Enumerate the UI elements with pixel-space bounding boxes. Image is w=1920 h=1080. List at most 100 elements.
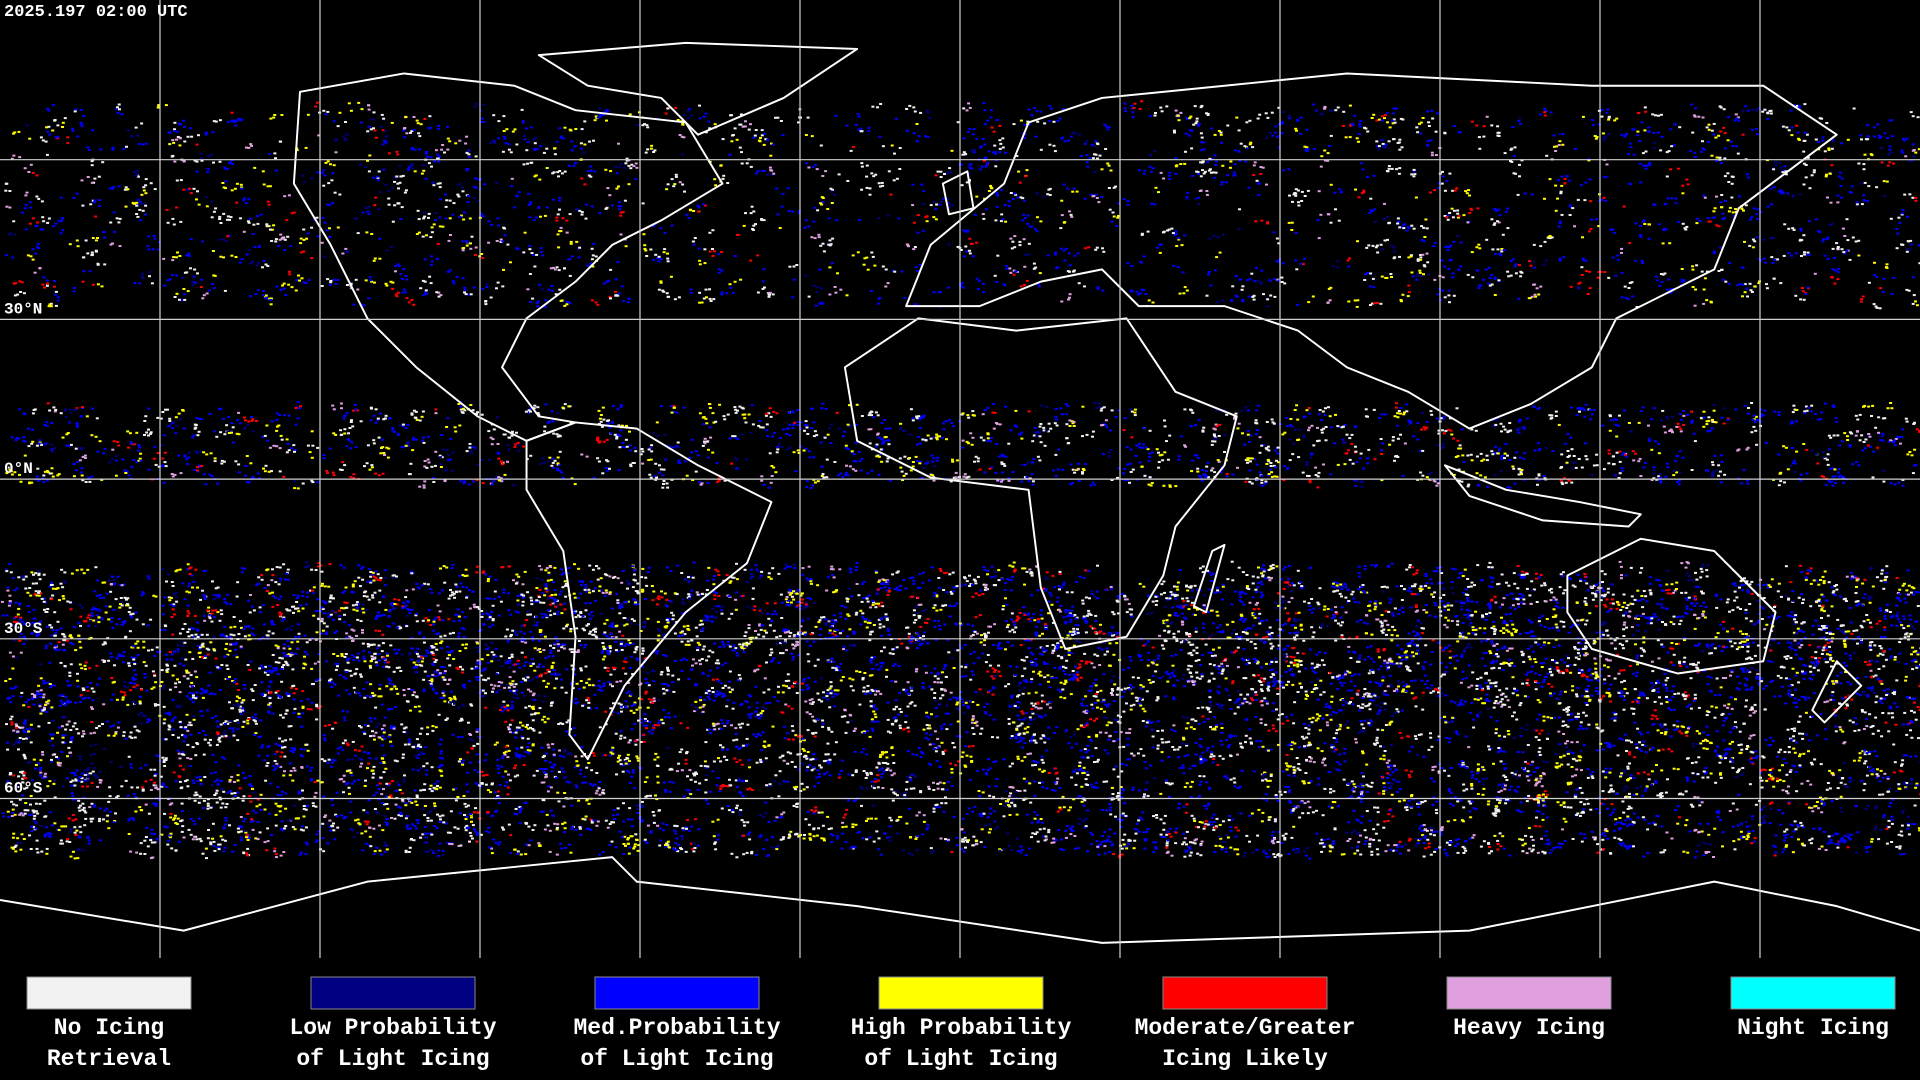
icing-pixel	[1530, 295, 1534, 298]
icing-pixel	[497, 120, 501, 123]
icing-pixel	[1108, 208, 1112, 211]
icing-pixel	[1012, 269, 1016, 272]
icing-pixel	[1413, 173, 1417, 176]
icing-pixel	[1836, 270, 1840, 273]
icing-pixel	[984, 165, 988, 168]
icing-pixel	[163, 461, 167, 464]
icing-pixel	[1032, 458, 1036, 460]
icing-pixel	[761, 287, 765, 290]
icing-pixel	[791, 426, 795, 429]
icing-pixel	[1701, 140, 1704, 143]
icing-pixel	[446, 137, 450, 140]
icing-pixel	[1225, 181, 1229, 184]
icing-pixel	[11, 256, 15, 259]
icing-pixel	[1027, 410, 1031, 413]
icing-pixel	[484, 303, 488, 306]
icing-pixel	[580, 213, 584, 216]
icing-pixel	[860, 130, 864, 133]
icing-pixel	[223, 289, 227, 292]
icing-pixel	[1319, 112, 1323, 115]
icing-pixel	[1723, 157, 1727, 160]
icing-pixel	[1066, 270, 1070, 273]
icing-pixel	[41, 139, 45, 142]
icing-pixel	[1400, 146, 1404, 149]
icing-pixel	[922, 203, 925, 205]
icing-pixel	[1575, 414, 1579, 417]
icing-pixel	[775, 451, 779, 454]
icing-pixel	[1741, 266, 1745, 269]
icing-pixel	[1647, 126, 1651, 129]
icing-pixel	[605, 206, 609, 209]
icing-pixel	[1628, 242, 1632, 245]
icing-pixel	[218, 119, 222, 122]
icing-pixel	[763, 170, 766, 172]
icing-pixel	[1354, 485, 1358, 487]
icing-pixel	[1497, 135, 1501, 137]
icing-pixel	[139, 202, 143, 205]
icing-pixel	[1823, 150, 1827, 153]
icing-pixel	[1836, 246, 1840, 248]
icing-pixel	[287, 283, 291, 286]
icing-pixel	[960, 282, 964, 285]
icing-pixel	[457, 195, 461, 198]
icing-pixel	[1328, 144, 1332, 147]
icing-pixel	[1836, 201, 1840, 204]
icing-pixel	[558, 288, 562, 291]
icing-pixel	[1038, 425, 1042, 428]
icing-pixel	[1600, 198, 1604, 201]
icing-pixel	[54, 290, 58, 293]
icing-pixel	[296, 487, 300, 490]
icing-pixel	[698, 259, 702, 262]
icing-pixel	[1232, 174, 1236, 177]
icing-pixel	[143, 213, 147, 216]
icing-pixel	[136, 169, 140, 172]
icing-pixel	[299, 237, 303, 240]
icing-pixel	[1695, 222, 1699, 225]
icing-pixel	[205, 453, 209, 456]
icing-pixel	[1123, 479, 1127, 481]
icing-pixel	[1221, 164, 1225, 167]
icing-pixel	[956, 121, 960, 124]
icing-pixel	[1748, 218, 1752, 221]
icing-pixel	[1837, 175, 1841, 178]
icing-pixel	[1597, 123, 1601, 126]
icing-pixel	[219, 255, 223, 258]
icing-pixel	[1826, 453, 1830, 456]
icing-pixel	[1667, 150, 1671, 153]
icing-pixel	[1067, 298, 1070, 301]
icing-pixel	[1392, 138, 1395, 141]
icing-pixel	[1821, 139, 1825, 142]
icing-pixel	[377, 170, 381, 173]
icing-pixel	[212, 287, 216, 289]
icing-pixel	[268, 228, 272, 231]
icing-pixel	[111, 242, 114, 245]
icing-pixel	[1295, 129, 1298, 132]
icing-pixel	[28, 201, 32, 204]
icing-pixel	[1383, 117, 1386, 120]
icing-pixel	[193, 268, 197, 271]
icing-pixel	[701, 416, 705, 419]
icing-pixel	[422, 169, 426, 172]
icing-pixel	[73, 110, 77, 113]
icing-pixel	[394, 265, 397, 268]
icing-pixel	[1750, 431, 1754, 434]
icing-pixel	[1309, 453, 1313, 456]
icing-pixel	[539, 247, 543, 250]
icing-pixel	[693, 237, 697, 239]
icing-pixel	[430, 260, 434, 263]
icing-pixel	[587, 174, 591, 177]
icing-pixel	[1266, 305, 1269, 308]
icing-pixel	[1294, 127, 1298, 130]
icing-pixel	[839, 288, 843, 291]
icing-pixel	[1159, 171, 1163, 174]
icing-pixel	[560, 471, 564, 474]
icing-pixel	[984, 123, 987, 126]
icing-pixel	[1876, 123, 1880, 126]
icing-pixel	[1731, 211, 1735, 214]
icing-pixel	[364, 279, 368, 282]
icing-pixel	[771, 435, 775, 438]
icing-pixel	[144, 204, 148, 207]
icing-pixel	[1817, 230, 1821, 233]
icing-pixel	[367, 104, 370, 107]
icing-pixel	[766, 138, 770, 141]
